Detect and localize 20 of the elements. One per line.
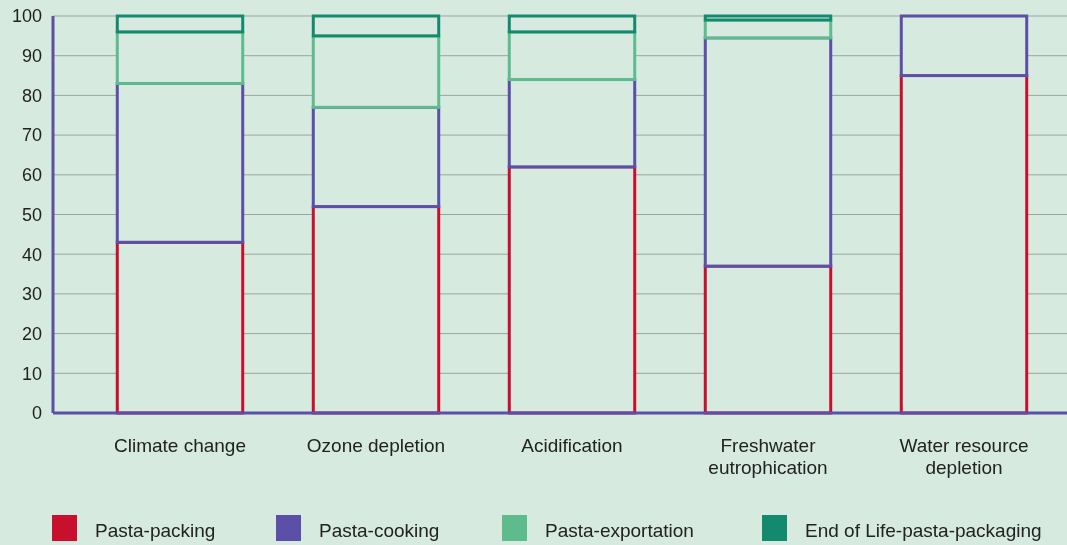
x-tick-label: Water resource depletion <box>899 435 1029 478</box>
y-tick-label: 90 <box>21 46 42 66</box>
legend-label: Pasta-cooking <box>319 520 440 541</box>
y-tick-label: 100 <box>11 6 42 27</box>
x-tick-label: Freshwater eutrophication <box>708 435 828 478</box>
y-tick-label: 0 <box>31 403 42 424</box>
y-tick-label: 80 <box>21 85 42 106</box>
legend-label: End of Life-pasta-packaging <box>805 520 1042 541</box>
x-tick-label: Acidification <box>521 435 623 456</box>
legend-label: Pasta-packing <box>95 520 216 541</box>
y-tick-label: 10 <box>21 363 42 384</box>
y-tick-label: 50 <box>21 204 42 225</box>
y-tick-label: 40 <box>21 244 42 265</box>
y-tick-label: 20 <box>21 323 42 344</box>
x-tick-label: Climate change <box>113 435 247 456</box>
y-tick-label: 70 <box>21 125 42 146</box>
legend-label: Pasta-exportation <box>545 520 694 541</box>
x-tick-label: Ozone depletion <box>306 435 446 456</box>
y-tick-label: 60 <box>21 165 42 186</box>
y-tick-label: 30 <box>21 284 42 305</box>
